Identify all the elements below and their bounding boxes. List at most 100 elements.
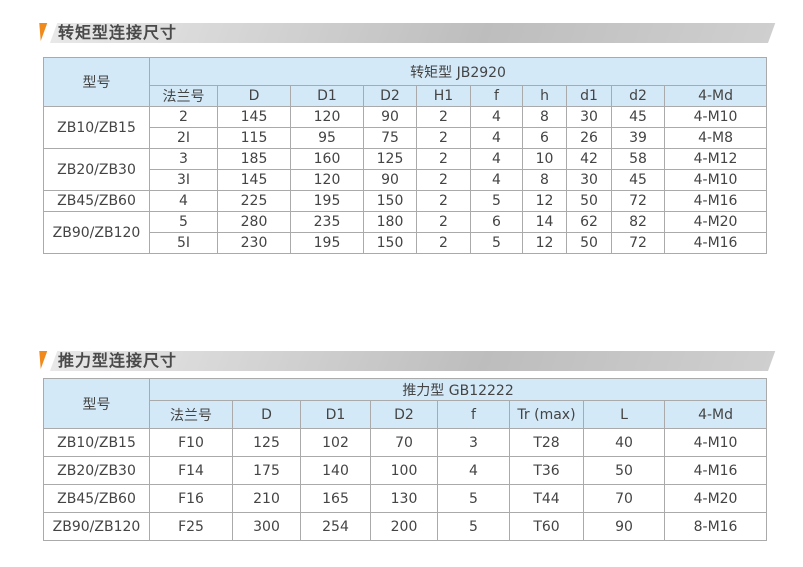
column-header: D — [232, 400, 301, 429]
table-cell: 4-M20 — [663, 484, 768, 513]
table-cell: 150 — [363, 190, 417, 212]
model-cell: ZB45/ZB60 — [43, 190, 150, 212]
table-cell: 4-M16 — [663, 232, 768, 254]
table-cell: 230 — [217, 232, 291, 254]
table-cell: F16 — [149, 484, 233, 513]
table-cell: 125 — [232, 428, 301, 457]
model-cell: ZB45/ZB60 — [43, 484, 150, 513]
table-cell: 6 — [470, 211, 523, 233]
table-cell: 50 — [583, 456, 665, 485]
table-cell: 2 — [149, 106, 218, 128]
table-cell: 300 — [232, 512, 301, 541]
table-cell: 140 — [300, 456, 371, 485]
table-cell: 145 — [217, 169, 291, 191]
thrust-table: 型号 推力型 GB12222 法兰号 D D1 D2 f Tr (max) L 4-Md ZB1… — [43, 378, 768, 541]
model-cell: ZB90/ZB120 — [43, 512, 150, 541]
table-cell: 4-M16 — [663, 190, 768, 212]
table-cell: 254 — [300, 512, 371, 541]
table-cell: 6 — [522, 127, 567, 149]
table-cell: 5 — [437, 512, 510, 541]
table-cell: 125 — [363, 148, 417, 170]
table-cell: 8 — [522, 169, 567, 191]
table-cell: 5 — [437, 484, 510, 513]
table-cell: 4-M10 — [663, 169, 768, 191]
table-cell: 102 — [300, 428, 371, 457]
table-cell: 175 — [232, 456, 301, 485]
group-header: 转矩型 JB2920 — [148, 57, 768, 86]
model-cell: ZB20/ZB30 — [43, 148, 150, 191]
table-cell: 70 — [583, 484, 665, 513]
table-row: ZB90/ZB120 5 280 235 180 2 6 14 62 82 4-M20 — [43, 211, 768, 254]
table-cell: 4-M10 — [663, 106, 768, 128]
table-row: ZB20/ZB30 F14 175 140 100 4 T36 50 4-M16 — [43, 456, 768, 485]
table-cell: 3I — [149, 169, 218, 191]
table-row: 3I 145 120 90 2 4 8 30 45 4-M10 — [44, 169, 768, 191]
table-cell: 4 — [437, 456, 510, 485]
table-cell: 4-M10 — [663, 428, 768, 457]
table-cell: 90 — [583, 512, 665, 541]
table-row: ZB90/ZB120 F25 300 254 200 5 T60 90 8-M16 — [43, 512, 768, 541]
column-header: 法兰号 — [149, 85, 218, 107]
table-cell: 4-M12 — [663, 148, 768, 170]
table-cell: 4 — [470, 127, 523, 149]
table-cell: 72 — [611, 232, 665, 254]
table-cell: 235 — [290, 211, 364, 233]
section-title: 转矩型连接尺寸 — [58, 23, 178, 42]
table-cell: 195 — [290, 232, 364, 254]
orange-marker-icon — [32, 23, 48, 41]
table-cell: F14 — [149, 456, 233, 485]
table-cell: 2 — [416, 106, 471, 128]
table-cell: 185 — [217, 148, 291, 170]
table-cell: 4 — [470, 148, 523, 170]
column-header: L — [583, 400, 665, 429]
thrust-section-header: 推力型连接尺寸 — [32, 351, 776, 371]
table-cell: 2I — [149, 127, 218, 149]
table-cell: 2 — [416, 169, 471, 191]
table-cell: 225 — [217, 190, 291, 212]
table-row: ZB20/ZB30 3 185 160 125 2 4 10 42 58 4-M12 — [43, 148, 768, 191]
table-cell: 210 — [232, 484, 301, 513]
table-cell: 4 — [149, 190, 218, 212]
table-cell: 2 — [416, 232, 471, 254]
column-header: d1 — [566, 85, 612, 107]
table-cell: 200 — [370, 512, 438, 541]
model-cell: ZB10/ZB15 — [43, 428, 150, 457]
table-cell: 90 — [363, 169, 417, 191]
table-cell: 5 — [470, 232, 523, 254]
table-cell: 40 — [583, 428, 665, 457]
table-cell: 130 — [370, 484, 438, 513]
table-cell: 2 — [416, 148, 471, 170]
section-title: 推力型连接尺寸 — [58, 351, 178, 370]
column-header: D1 — [300, 400, 371, 429]
table-cell: 42 — [566, 148, 612, 170]
table-cell: 30 — [566, 106, 612, 128]
table-cell: 280 — [217, 211, 291, 233]
model-cell: ZB90/ZB120 — [43, 211, 150, 254]
orange-marker-icon — [32, 351, 48, 369]
table-cell: 115 — [217, 127, 291, 149]
table-cell: 62 — [566, 211, 612, 233]
column-header: Tr (max) — [509, 400, 584, 429]
table-cell: 5I — [149, 232, 218, 254]
group-header: 推力型 GB12222 — [148, 378, 768, 401]
column-header: 4-Md — [663, 85, 768, 107]
table-cell: 2 — [416, 127, 471, 149]
table-cell: 5 — [149, 211, 218, 233]
table-cell: F25 — [149, 512, 233, 541]
table-cell: 70 — [370, 428, 438, 457]
table-cell: 3 — [437, 428, 510, 457]
model-header: 型号 — [43, 378, 150, 429]
table-row: ZB45/ZB60 4 225 195 150 2 5 12 50 72 4-M16 — [43, 190, 768, 212]
table-cell: 12 — [522, 232, 567, 254]
column-header: D — [217, 85, 291, 107]
model-cell: ZB10/ZB15 — [43, 106, 150, 149]
table-cell: 3 — [149, 148, 218, 170]
table-cell: 8 — [522, 106, 567, 128]
table-cell: 8-M16 — [663, 512, 768, 541]
column-header: D2 — [363, 85, 417, 107]
column-header: H1 — [416, 85, 471, 107]
table-cell: 145 — [217, 106, 291, 128]
table-cell: 95 — [290, 127, 364, 149]
column-header: f — [470, 85, 523, 107]
table-cell: T28 — [509, 428, 584, 457]
